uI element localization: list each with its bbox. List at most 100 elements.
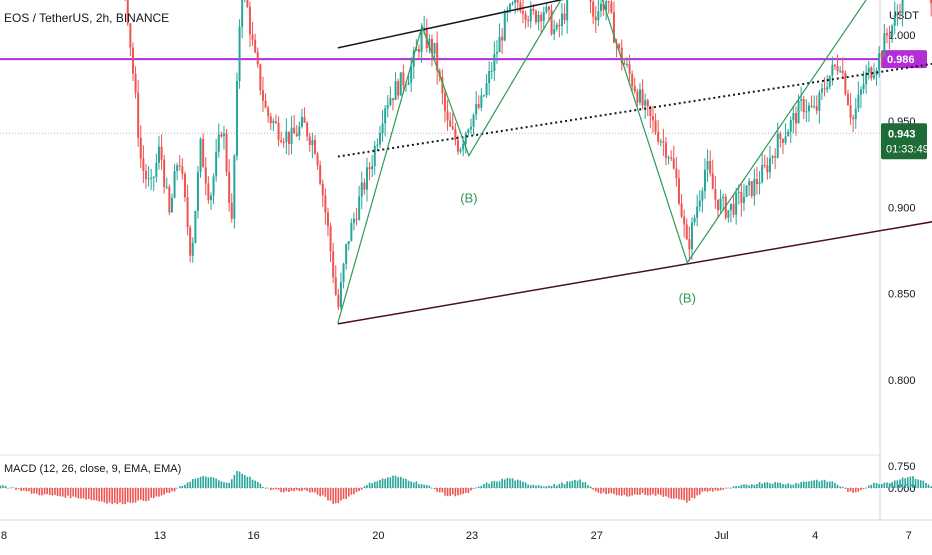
candle-body — [220, 134, 223, 137]
candle-body — [849, 104, 852, 118]
macd-bar — [61, 488, 64, 497]
macd-bar — [38, 488, 41, 496]
macd-bar — [870, 484, 873, 488]
candle-body — [287, 131, 290, 144]
macd-bar — [93, 488, 95, 501]
candle-body — [254, 39, 257, 53]
candle-body — [186, 197, 189, 228]
candle-body — [589, 0, 592, 2]
candle-body — [532, 8, 535, 11]
candle-body — [753, 179, 756, 196]
candle-body — [181, 166, 184, 174]
candle-body — [657, 131, 660, 142]
candle-body — [831, 64, 834, 76]
candle-body — [436, 42, 439, 72]
macd-bar — [688, 488, 691, 501]
last-price-label: 0.943 — [888, 128, 916, 140]
candle-body — [269, 116, 272, 123]
price-tick-label: 0.800 — [888, 375, 916, 387]
candle-body — [134, 73, 137, 93]
macd-bar — [761, 483, 763, 488]
candle-body — [407, 82, 410, 85]
candle-body — [238, 26, 241, 81]
candle-body — [488, 71, 491, 84]
candle-body — [776, 133, 779, 158]
candle-body — [428, 38, 431, 49]
candle-body — [196, 172, 199, 211]
macd-bar — [269, 488, 272, 491]
macd-bar — [766, 482, 769, 488]
macd-bar — [847, 488, 849, 492]
candle-body — [883, 33, 886, 57]
macd-bar — [636, 488, 639, 495]
macd-bar — [444, 488, 446, 496]
candle-body — [859, 89, 862, 95]
candle-body — [402, 72, 405, 86]
macd-bar — [922, 480, 925, 488]
macd-bar — [210, 476, 212, 488]
candle-body — [789, 120, 792, 132]
macd-bar — [4, 485, 7, 488]
candle-body — [599, 3, 602, 12]
macd-bar — [202, 476, 204, 488]
candle-body — [191, 242, 194, 256]
candle-body — [178, 165, 181, 167]
macd-bar — [262, 486, 264, 488]
candle-body — [204, 167, 207, 184]
candle-body — [300, 117, 303, 127]
price-axis-unit: USDT — [889, 10, 919, 22]
macd-bar — [667, 488, 670, 498]
macd-bar — [436, 488, 438, 492]
macd-bar — [277, 488, 280, 491]
candle-body — [605, 1, 608, 11]
candle-body — [885, 33, 888, 36]
candle-body — [631, 73, 634, 87]
candle-body — [355, 218, 358, 220]
candle-body — [306, 122, 309, 137]
time-tick-label: 16 — [247, 530, 259, 542]
macd-bar — [132, 488, 134, 503]
candle-body — [722, 196, 725, 199]
macd-bar — [82, 488, 85, 499]
macd-bar — [657, 488, 659, 495]
macd-bar — [381, 478, 384, 488]
macd-bar — [431, 487, 433, 489]
candle-body — [727, 210, 730, 218]
macd-bar — [334, 488, 337, 504]
time-tick-label: 7 — [906, 530, 912, 542]
macd-bar — [288, 488, 290, 492]
macd-bar — [412, 482, 415, 488]
candle-body — [475, 104, 478, 115]
macd-bar — [893, 480, 896, 488]
candle-body — [662, 141, 665, 143]
macd-bar — [888, 483, 891, 488]
macd-bar — [301, 488, 303, 492]
macd-bar — [496, 481, 498, 488]
macd-bar — [558, 483, 561, 488]
macd-bar — [927, 484, 930, 488]
candle-body — [802, 99, 805, 113]
candle-body — [823, 88, 826, 90]
macd-bar — [100, 488, 103, 502]
candle-body — [763, 165, 766, 167]
macd-bar — [810, 481, 813, 488]
macd-bar — [204, 476, 207, 488]
candle-body — [511, 2, 514, 4]
macd-bar — [524, 482, 527, 488]
macd-bar — [72, 488, 74, 497]
candle-body — [313, 139, 316, 154]
macd-bar — [652, 488, 654, 495]
macd-bar — [165, 488, 168, 493]
macd-bar — [368, 482, 371, 488]
candle-body — [358, 196, 361, 220]
macd-bar — [17, 488, 20, 490]
macd-bar — [324, 488, 327, 497]
macd-bar — [293, 488, 295, 492]
macd-bar — [750, 484, 753, 488]
macd-bar — [405, 478, 407, 488]
candle-body — [165, 186, 168, 188]
macd-bar — [186, 482, 189, 488]
candle-body — [131, 47, 134, 74]
